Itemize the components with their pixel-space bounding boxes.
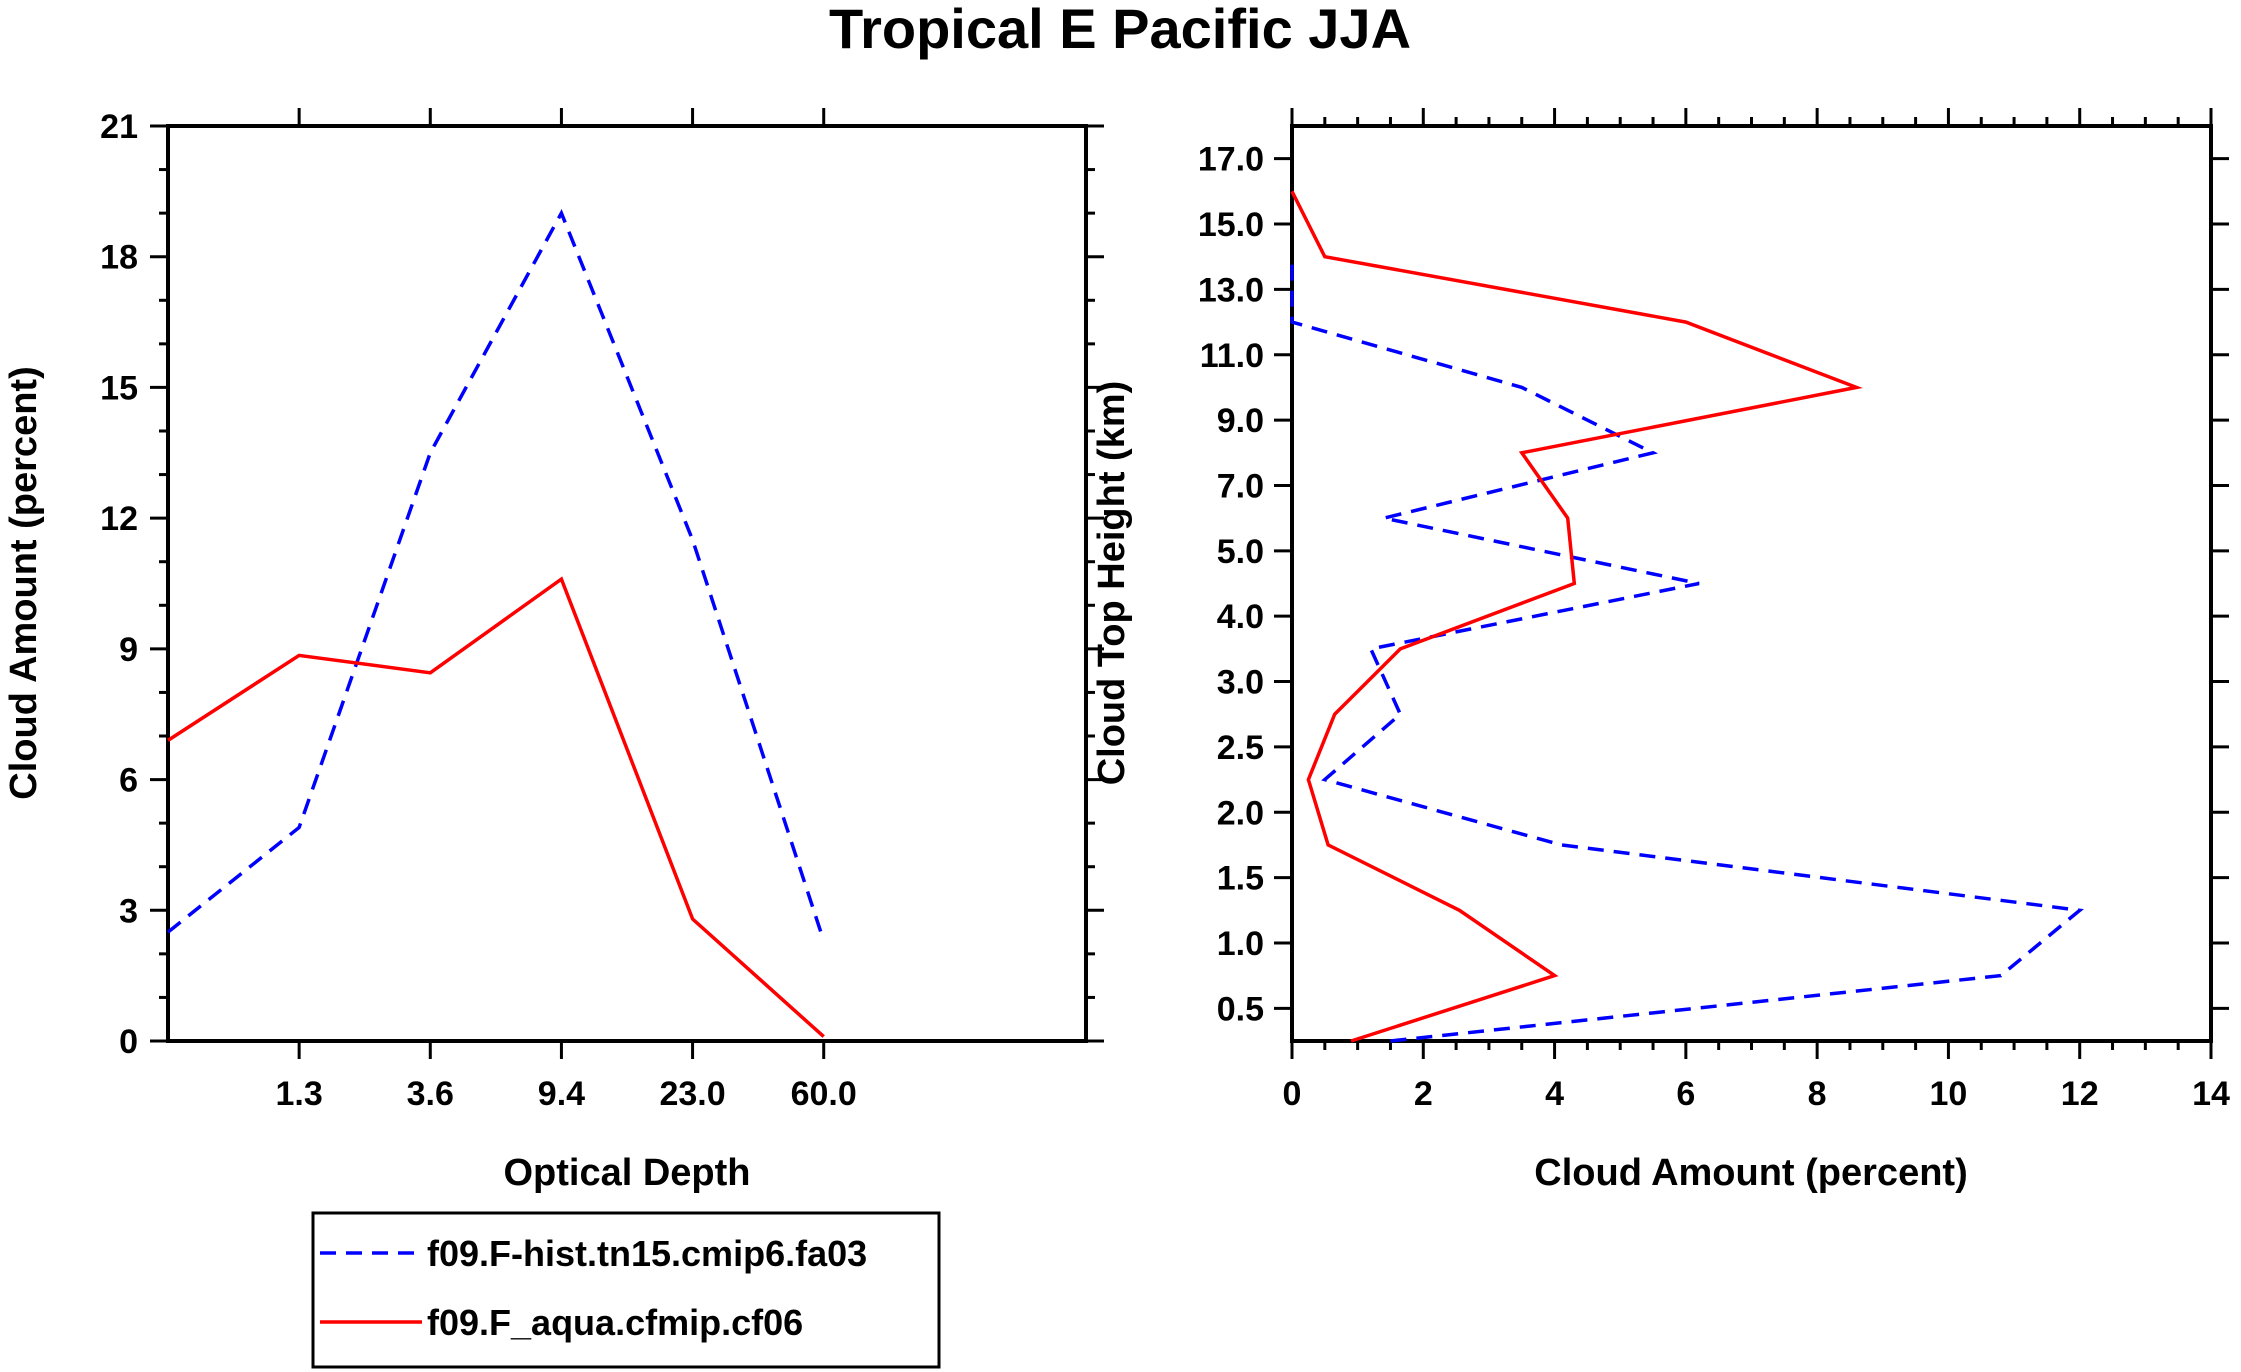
- right-panel: 0 2 4 6 8 10 12 14 0.5 1.0 1.5 2.0 2.5 3.0 4.0 5.0 7.0 9.…: [1091, 108, 2230, 1194]
- right-tick-labels: 0 2 4 6 8 10 12 14 0.5 1.0 1.5 2.0 2.5 3.0 4.0 5.0 7.0 9.…: [1198, 141, 2230, 1113]
- left-ytick-label: 15: [100, 369, 138, 407]
- legend-label-aqua: f09.F_aqua.cfmip.cf06: [427, 1302, 803, 1343]
- left-ytick-label: 0: [119, 1023, 138, 1061]
- right-xtick-label: 12: [2061, 1075, 2099, 1113]
- legend: f09.F-hist.tn15.cmip6.fa03 f09.F_aqua.cf…: [311, 1211, 941, 1369]
- left-plot-frame: [166, 124, 1088, 1043]
- right-ytick-label: 11.0: [1200, 337, 1264, 375]
- right-ytick-label: 15.0: [1198, 206, 1264, 244]
- right-y-axis-label: Cloud Top Height (km): [1091, 381, 1133, 786]
- left-ytick-label: 12: [100, 500, 138, 538]
- right-ytick-label: 9.0: [1217, 402, 1264, 440]
- left-xtick-label: 3.6: [407, 1075, 454, 1113]
- left-x-axis-label: Optical Depth: [503, 1152, 750, 1194]
- left-ticks: [150, 108, 1104, 1059]
- right-ytick-label: 13.0: [1198, 271, 1264, 309]
- right-series-lines: [1290, 190, 2084, 1043]
- right-ticks: [1274, 108, 2229, 1059]
- right-ytick-label: 17.0: [1198, 141, 1264, 179]
- left-tick-labels: 0 3 6 9 12 15 18 21 1.3 3.6 9.4 23.0 60.0: [100, 108, 857, 1113]
- right-ytick-label: 7.0: [1217, 467, 1264, 505]
- left-ytick-label: 6: [119, 762, 138, 800]
- right-series-aqua-line: [1290, 190, 1863, 1043]
- legend-label-hist: f09.F-hist.tn15.cmip6.fa03: [427, 1233, 867, 1274]
- left-xtick-label: 9.4: [538, 1075, 585, 1113]
- right-xtick-label: 0: [1283, 1075, 1302, 1113]
- right-xtick-label: 4: [1545, 1075, 1564, 1113]
- right-xtick-label: 14: [2192, 1075, 2230, 1113]
- left-xtick-label: 23.0: [659, 1075, 725, 1113]
- right-ytick-label: 2.5: [1217, 729, 1264, 767]
- left-y-axis-label: Cloud Amount (percent): [3, 366, 45, 799]
- left-xtick-label: 60.0: [791, 1075, 857, 1113]
- right-xtick-label: 10: [1930, 1075, 1968, 1113]
- chart-title: Tropical E Pacific JJA: [829, 0, 1411, 60]
- right-ytick-label: 0.5: [1217, 990, 1264, 1028]
- right-ytick-label: 1.5: [1217, 860, 1264, 898]
- legend-box: [311, 1211, 941, 1369]
- left-ytick-label: 18: [100, 239, 138, 277]
- left-ytick-label: 3: [119, 892, 138, 930]
- right-ytick-label: 5.0: [1217, 533, 1264, 571]
- right-xtick-label: 6: [1676, 1075, 1695, 1113]
- right-xtick-label: 2: [1414, 1075, 1433, 1113]
- right-plot-frame: [1290, 124, 2213, 1043]
- right-xtick-label: 8: [1808, 1075, 1827, 1113]
- right-series-hist-line: [1290, 256, 2084, 1043]
- left-series-aqua-line: [167, 576, 825, 1038]
- left-xtick-label: 1.3: [276, 1075, 323, 1113]
- right-ytick-label: 3.0: [1217, 664, 1264, 702]
- left-ytick-label: 21: [100, 108, 138, 146]
- right-ytick-label: 4.0: [1217, 598, 1264, 636]
- right-x-axis-label: Cloud Amount (percent): [1534, 1152, 1967, 1194]
- right-ytick-label: 2.0: [1217, 794, 1264, 832]
- left-series-lines: [166, 209, 826, 1038]
- left-series-hist-line: [166, 209, 826, 942]
- left-panel: 0 3 6 9 12 15 18 21 1.3 3.6 9.4 23.0 60.0 Optical De…: [3, 108, 1104, 1194]
- right-ytick-label: 1.0: [1217, 925, 1264, 963]
- left-ytick-label: 9: [119, 631, 138, 669]
